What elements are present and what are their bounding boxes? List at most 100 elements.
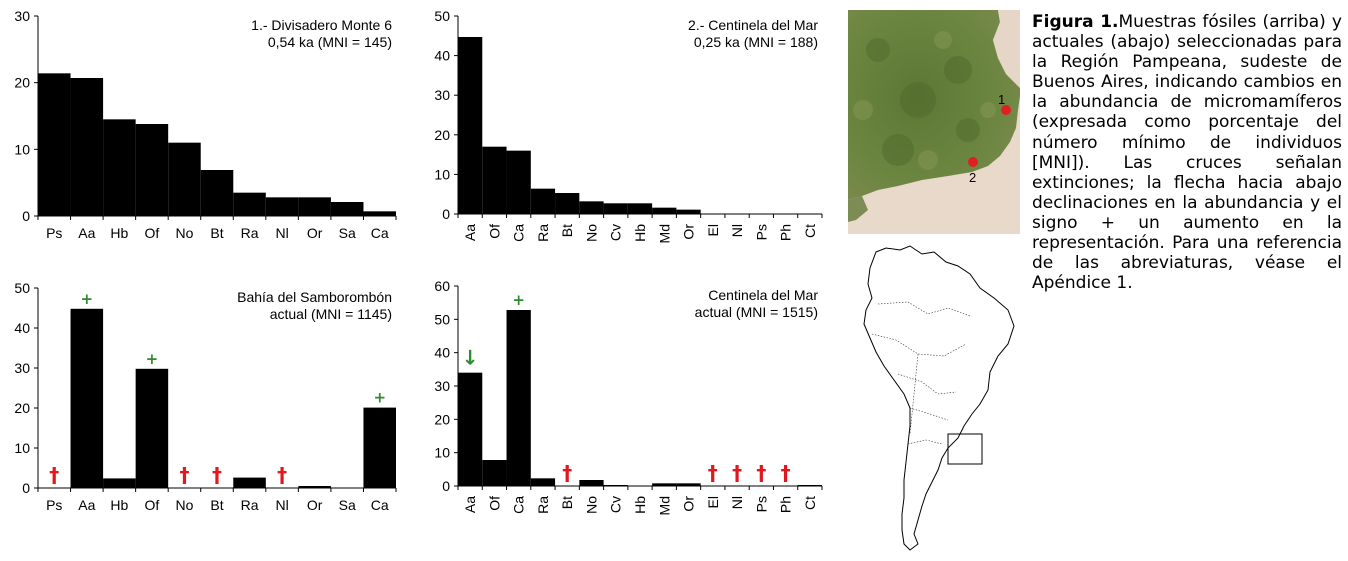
bar-or [676,483,701,486]
x-tick-label: Aa [78,497,95,513]
x-tick-label: Sa [339,225,356,241]
x-tick-label: No [176,497,194,513]
extinction-marker-ps: † [756,461,766,485]
bar-no [579,480,604,486]
site-1-marker [1001,105,1011,115]
bar-ra [530,188,556,214]
y-tick-label: 0 [442,478,450,494]
x-tick-label: Ph [778,224,794,241]
x-tick-label: Hb [110,225,128,241]
south-america-map [848,244,1020,556]
x-tick-label: Hb [632,224,648,242]
x-tick-label: Ra [241,225,259,241]
x-tick-label: Md [656,496,672,515]
extinction-marker-bt: † [562,461,572,485]
increase-marker-of: + [146,350,159,368]
bar-hb [627,203,653,214]
x-tick-label: Of [486,496,502,511]
x-tick-label: Ps [753,496,769,512]
chart-svg: 0 10 20 30 40 50 Aa Of Ca Ra Bt No Cv Hb Md Or El Nl Ps Ph C… [434,8,823,243]
y-tick-label: 10 [434,166,450,182]
y-tick-label: 20 [14,400,30,416]
y-tick-label: 0 [442,206,450,222]
y-tick-label: 10 [14,141,30,157]
y-tick-label: 0 [22,208,30,224]
x-tick-label: Nl [729,496,745,509]
chart-bahia-samborombon-actual: 0 10 20 30 40 50 Ps Aa Hb Of No Bt Ra Nl Or Sa Ca † + + † † † +… [0,278,400,556]
x-tick-label: Of [145,497,160,513]
bar-aa [458,372,483,486]
x-tick-label: Ps [46,497,62,513]
bar-aa [458,36,483,214]
site-1-label: 1 [998,92,1005,107]
y-tick-label: 40 [14,320,30,336]
chart-title-line: 0,25 ka (MNI = 188) [694,34,818,50]
bar-ct [797,485,822,486]
chart-centinela-del-mar-fossil: 0 10 20 30 40 50 Aa Of Ca Ra Bt No Cv Hb Md Or El Nl Ps Ph C… [420,0,825,278]
x-tick-label: Bt [559,224,575,237]
bar-or [298,197,331,216]
figure-caption: Figura 1.Muestras fósiles (arriba) y act… [1032,12,1342,293]
bar-or [676,209,701,214]
x-tick-label: Bt [559,496,575,509]
site-2-marker [968,157,978,167]
x-tick-label: Or [681,496,697,512]
x-tick-label: Nl [275,497,288,513]
x-tick-label: Ct [802,224,818,238]
y-tick-label: 60 [434,278,450,294]
bar-aa [70,308,104,488]
x-tick-label: Hb [110,497,128,513]
extinction-marker-bt: † [212,463,222,487]
chart-svg: 0 10 20 30 40 50 Ps Aa Hb Of No Bt Ra Nl Or Sa Ca † + + † † † +… [14,280,397,513]
y-tick-label: 30 [14,8,30,24]
y-tick-label: 20 [434,411,450,427]
chart-divisadero-monte-6: 0 10 20 30 Ps Aa Hb Of No Bt Ra Nl Or Sa Ca 1.- Divisad… [0,0,400,278]
bar-ra [530,478,556,486]
bar-aa [70,78,104,216]
bar-hb [103,478,136,488]
x-tick-label: Ca [371,497,389,513]
bar-hb [103,119,136,216]
y-tick-label: 20 [434,127,450,143]
bar-md [652,207,677,214]
study-area-box [947,433,983,465]
extinction-marker-ps: † [49,463,59,487]
bar-sa [330,202,364,216]
x-tick-label: Nl [275,225,288,241]
bar-or [298,486,331,488]
bar-bt [200,170,234,216]
chart-title-line: 1.- Divisadero Monte 6 [251,17,392,33]
south-america-outline [863,245,1015,551]
x-tick-label: Ps [46,225,62,241]
extinction-marker-nl: † [277,463,287,487]
increase-marker-ca: + [512,291,525,309]
y-tick-label: 10 [14,440,30,456]
y-tick-label: 40 [434,345,450,361]
x-tick-label: Of [145,225,160,241]
bar-no [168,142,201,216]
decrease-marker-aa: ↓ [462,346,479,370]
site-2-label: 2 [969,170,976,185]
x-tick-label: Ca [511,496,527,514]
x-tick-label: El [705,496,721,508]
extinction-marker-nl: † [732,461,742,485]
y-tick-label: 50 [14,280,30,296]
y-tick-label: 50 [434,8,450,24]
x-tick-label: Of [486,224,502,239]
x-tick-label: Ca [371,225,389,241]
x-tick-label: Ra [241,497,259,513]
x-tick-label: No [176,225,194,241]
bar-bt [555,193,580,214]
x-tick-label: Ca [511,224,527,242]
bar-ca [363,407,396,488]
bar-ca [506,150,531,214]
x-tick-label: Or [307,497,323,513]
bar-cv [603,203,628,214]
extinction-marker-el: † [708,461,718,485]
y-tick-label: 30 [14,360,30,376]
chart-centinela-del-mar-actual: 0 10 20 30 40 50 60 Aa Of Ca Ra Bt No Cv Hb Md Or El Nl Ps P… [420,278,825,556]
x-tick-label: Bt [210,497,223,513]
bar-of [482,146,507,214]
x-tick-label: Md [656,224,672,243]
bar-ra [233,192,266,216]
